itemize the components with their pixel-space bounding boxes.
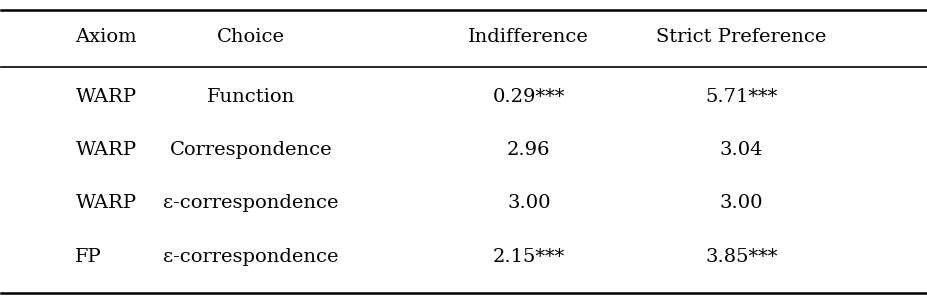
Text: WARP: WARP bbox=[75, 88, 136, 106]
Text: Axiom: Axiom bbox=[75, 28, 137, 46]
Text: Correspondence: Correspondence bbox=[170, 141, 332, 159]
Text: ε-correspondence: ε-correspondence bbox=[163, 248, 338, 266]
Text: Function: Function bbox=[207, 88, 295, 106]
Text: WARP: WARP bbox=[75, 141, 136, 159]
Text: 3.85***: 3.85*** bbox=[705, 248, 777, 266]
Text: 3.00: 3.00 bbox=[506, 194, 550, 212]
Text: 3.00: 3.00 bbox=[719, 194, 763, 212]
Text: 3.04: 3.04 bbox=[719, 141, 763, 159]
Text: Strict Preference: Strict Preference bbox=[655, 28, 826, 46]
Text: 5.71***: 5.71*** bbox=[705, 88, 777, 106]
Text: 2.96: 2.96 bbox=[506, 141, 550, 159]
Text: FP: FP bbox=[75, 248, 102, 266]
Text: Indifference: Indifference bbox=[468, 28, 589, 46]
Text: Choice: Choice bbox=[217, 28, 285, 46]
Text: WARP: WARP bbox=[75, 194, 136, 212]
Text: 2.15***: 2.15*** bbox=[492, 248, 565, 266]
Text: 0.29***: 0.29*** bbox=[492, 88, 565, 106]
Text: ε-correspondence: ε-correspondence bbox=[163, 194, 338, 212]
